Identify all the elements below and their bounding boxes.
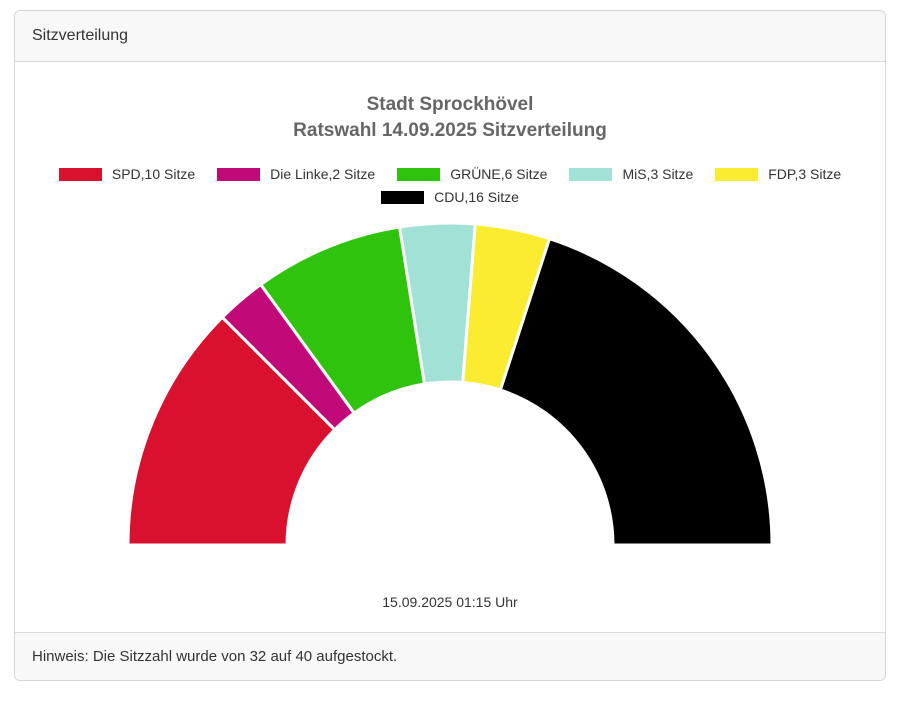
footer-note: Hinweis: Die Sitzzahl wurde von 32 auf 4… <box>32 648 398 665</box>
half-donut-plot <box>126 221 774 547</box>
legend-label: SPD,10 Sitze <box>111 166 196 182</box>
legend-label: FDP,3 Sitze <box>768 166 842 182</box>
card-header: Sitzverteilung <box>15 11 885 62</box>
legend-row: CDU,16 Sitze <box>381 189 519 205</box>
legend-swatch-icon <box>381 190 425 204</box>
chart-title: Stadt Sprockhövel <box>366 94 534 115</box>
donut-slice-cdu[interactable] <box>498 237 774 547</box>
card-header-title: Sitzverteilung <box>32 27 129 44</box>
legend-swatch-icon <box>397 167 441 181</box>
legend-swatch-icon <box>217 167 261 181</box>
legend-swatch-icon <box>715 167 759 181</box>
legend-item-spd[interactable]: SPD,10 Sitze <box>58 166 196 182</box>
legend-item-cdu[interactable]: CDU,16 Sitze <box>381 189 519 205</box>
card-footer: Hinweis: Die Sitzzahl wurde von 32 auf 4… <box>15 632 885 680</box>
legend-swatch-icon <box>58 167 102 181</box>
legend-label: MiS,3 Sitze <box>622 166 694 182</box>
legend-label: Die Linke,2 Sitze <box>270 166 376 182</box>
legend-item-mis[interactable]: MiS,3 Sitze <box>569 166 693 182</box>
chart-title-block: Stadt Sprockhövel Ratswahl 14.09.2025 Si… <box>15 92 885 144</box>
legend-item-fdp[interactable]: FDP,3 Sitze <box>715 166 841 182</box>
legend-swatch-icon <box>569 167 613 181</box>
legend-item-grüne[interactable]: GRÜNE,6 Sitze <box>397 166 547 182</box>
chart-legend: SPD,10 Sitze Die Linke,2 Sitze GRÜNE,6 Sit… <box>15 166 885 205</box>
legend-label: CDU,16 Sitze <box>434 189 519 205</box>
legend-label: GRÜNE,6 Sitze <box>450 166 548 182</box>
chart-subtitle: Ratswahl 14.09.2025 Sitzverteilung <box>293 120 607 141</box>
legend-item-die-linke[interactable]: Die Linke,2 Sitze <box>217 166 375 182</box>
legend-row: SPD,10 Sitze Die Linke,2 Sitze GRÜNE,6 Sit… <box>58 166 841 182</box>
sitzverteilung-card: Sitzverteilung Stadt Sprockhövel Ratswah… <box>14 10 886 681</box>
chart-timestamp: 15.09.2025 01:15 Uhr <box>382 594 518 610</box>
seat-distribution-chart: Stadt Sprockhövel Ratswahl 14.09.2025 Si… <box>15 62 885 632</box>
